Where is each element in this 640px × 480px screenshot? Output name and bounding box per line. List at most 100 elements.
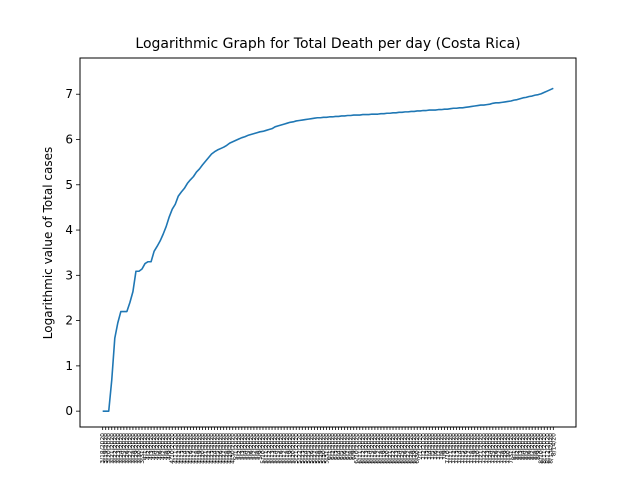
x-tick-label: 6/4/2020: [336, 433, 343, 460]
x-tick-label: 6/28/2020: [408, 433, 415, 464]
chart-title: Logarithmic Graph for Total Death per da…: [135, 36, 520, 52]
x-axis-ticks: 3/18/20203/19/20203/20/20203/21/20203/22…: [100, 427, 557, 464]
x-tick-label: 5/31/2020: [323, 433, 330, 464]
x-tick-label: 4/4/2020: [151, 433, 158, 460]
x-tick-label: 6/14/2020: [366, 433, 373, 464]
x-tick-label: 5/19/2020: [287, 433, 294, 464]
x-tick-label: 7/24/2020: [487, 433, 494, 464]
x-tick-label: 6/17/2020: [375, 433, 382, 464]
x-tick-label: 4/28/2020: [224, 433, 231, 464]
x-tick-label: 7/2/2020: [420, 433, 427, 460]
y-tick-label: 7: [65, 87, 73, 101]
x-tick-label: 4/12/2020: [175, 433, 182, 464]
x-tick-label: 8/2/2020: [514, 433, 521, 460]
x-tick-label: 6/7/2020: [345, 433, 352, 460]
x-tick-label: 6/25/2020: [399, 433, 406, 464]
x-tick-label: 5/7/2020: [251, 433, 258, 460]
x-tick-label: 7/13/2020: [454, 433, 461, 464]
x-tick-label: 7/16/2020: [463, 433, 470, 464]
x-tick-label: 4/10/2020: [169, 433, 176, 464]
x-tick-label: 7/4/2020: [426, 433, 433, 460]
x-tick-label: 5/2/2020: [236, 433, 243, 460]
y-tick-label: 3: [65, 268, 73, 282]
x-tick-label: 4/20/2020: [199, 433, 206, 464]
x-tick-label: 7/17/2020: [466, 433, 473, 464]
x-tick-label: 6/2/2020: [330, 433, 337, 460]
x-tick-label: 4/22/2020: [206, 433, 213, 464]
y-tick-label: 5: [65, 178, 73, 192]
x-tick-label: 6/6/2020: [342, 433, 349, 460]
x-tick-label: 6/12/2020: [360, 433, 367, 464]
x-tick-label: 5/4/2020: [242, 433, 249, 460]
x-tick-label: 6/8/2020: [348, 433, 355, 460]
y-tick-label: 6: [65, 132, 73, 146]
x-tick-label: 7/29/2020: [502, 433, 509, 464]
x-tick-label: 7/3/2020: [423, 433, 430, 460]
x-tick-label: 8/10/2020: [538, 433, 545, 464]
x-tick-label: 7/18/2020: [469, 433, 476, 464]
x-tick-label: 5/14/2020: [272, 433, 279, 464]
x-tick-label: 7/11/2020: [447, 433, 454, 464]
x-tick-label: 7/25/2020: [490, 433, 497, 464]
x-tick-label: 5/13/2020: [269, 433, 276, 464]
x-tick-label: 8/14/20: [550, 433, 557, 456]
x-tick-label: 3/24/2020: [118, 433, 125, 464]
x-tick-label: 8/9/2020: [535, 433, 542, 460]
x-tick-label: 4/3/2020: [148, 433, 155, 460]
x-tick-label: 3/21/2020: [109, 433, 116, 464]
x-tick-label: 7/8/2020: [438, 433, 445, 460]
x-tick-label: 4/7/2020: [160, 433, 167, 460]
x-tick-label: 7/27/2020: [496, 433, 503, 464]
x-tick-label: 5/6/2020: [248, 433, 255, 460]
x-tick-label: 5/28/2020: [314, 433, 321, 464]
x-tick-label: 8/5/2020: [523, 433, 530, 460]
x-tick-label: 5/27/2020: [311, 433, 318, 464]
x-tick-label: 5/29/2020: [317, 433, 324, 464]
x-tick-label: 4/26/2020: [218, 433, 225, 464]
x-tick-label: 5/1/2020: [233, 433, 240, 460]
x-tick-label: 6/23/2020: [393, 433, 400, 464]
x-tick-label: 6/10/2020: [354, 433, 361, 464]
x-tick-label: 4/18/2020: [193, 433, 200, 464]
x-tick-label: 8/6/2020: [526, 433, 533, 460]
x-tick-label: 5/8/2020: [254, 433, 261, 460]
x-tick-label: 3/22/2020: [112, 433, 119, 464]
y-axis-label: Logarithmic value of Total cases: [41, 147, 55, 339]
x-tick-label: 7/6/2020: [432, 433, 439, 460]
x-tick-label: 6/20/2020: [384, 433, 391, 464]
x-tick-label: 6/18/2020: [378, 433, 385, 464]
x-tick-label: 4/29/2020: [227, 433, 234, 464]
y-axis-ticks: 0 1 2 3 4 5 6 7: [65, 87, 80, 418]
x-tick-label: 7/19/2020: [472, 433, 479, 464]
x-tick-label: 5/25/2020: [305, 433, 312, 464]
x-tick-label: 5/17/2020: [281, 433, 288, 464]
x-tick-label: 4/8/2020: [163, 433, 170, 460]
x-tick-label: 6/9/2020: [351, 433, 358, 460]
x-tick-label: 3/28/2020: [130, 433, 137, 464]
x-tick-label: 4/21/2020: [203, 433, 210, 464]
x-tick-label: 7/26/2020: [493, 433, 500, 464]
x-tick-label: 7/7/2020: [435, 433, 442, 460]
x-tick-label: 6/22/2020: [390, 433, 397, 464]
x-tick-label: 6/24/2020: [396, 433, 403, 464]
x-tick-label: 5/21/2020: [293, 433, 300, 464]
x-tick-label: 8/13/2020: [547, 433, 554, 464]
x-tick-label: 6/27/2020: [405, 433, 412, 464]
x-tick-label: 7/9/2020: [441, 433, 448, 460]
x-tick-label: 7/14/2020: [457, 433, 464, 464]
x-tick-label: 6/30/2020: [414, 433, 421, 464]
x-tick-label: 5/5/2020: [245, 433, 252, 460]
x-tick-label: 3/20/2020: [106, 433, 113, 464]
x-tick-label: 3/19/2020: [103, 433, 110, 464]
x-tick-label: 4/2/2020: [145, 433, 152, 460]
x-tick-label: 3/27/2020: [127, 433, 134, 464]
y-tick-label: 4: [65, 223, 73, 237]
x-tick-label: 6/16/2020: [372, 433, 379, 464]
x-tick-label: 4/1/2020: [142, 433, 149, 460]
y-tick-label: 2: [65, 314, 73, 328]
x-tick-label: 6/15/2020: [369, 433, 376, 464]
x-tick-label: 3/26/2020: [124, 433, 131, 464]
x-tick-label: 6/29/2020: [411, 433, 418, 464]
x-tick-label: 4/6/2020: [157, 433, 164, 460]
